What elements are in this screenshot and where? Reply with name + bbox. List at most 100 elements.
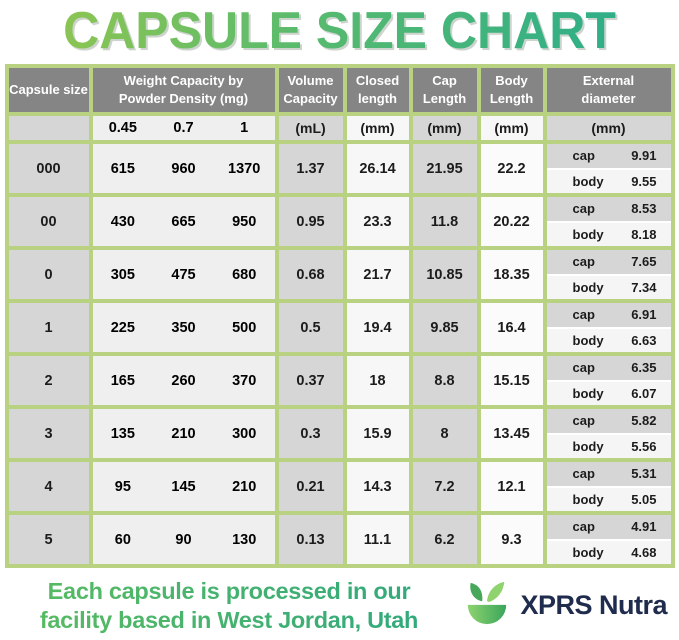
- weight-value-07: 960: [171, 160, 196, 177]
- footer-tagline: Each capsule is processed in our facilit…: [8, 577, 450, 634]
- ext-cap-label: cap: [572, 360, 595, 376]
- external-body-row: body 6.63: [546, 328, 671, 352]
- cap-length-cell: 6.2: [412, 515, 477, 564]
- external-cap-row: cap 5.82: [546, 409, 671, 433]
- capsule-size-table: Capsule size Weight Capacity by Powder D…: [4, 64, 675, 568]
- ext-cap-value: 9.91: [631, 148, 657, 164]
- external-diameter-cell: cap 5.82 body 5.56: [546, 409, 671, 458]
- capsule-size-cell: 000: [8, 144, 89, 193]
- page-header: CAPSULE SIZE CHART: [0, 0, 679, 62]
- ext-body-value: 8.18: [631, 226, 657, 242]
- header-cap-length: Cap Length: [412, 68, 477, 112]
- subheader-external-unit: (mm): [546, 116, 671, 140]
- volume-capacity-cell: 0.5: [278, 303, 343, 352]
- capsule-size-cell: 2: [8, 356, 89, 405]
- tagline-line1: Each capsule is processed in our: [47, 578, 411, 604]
- ext-cap-value: 6.91: [631, 307, 657, 323]
- ext-cap-value: 4.91: [631, 519, 657, 535]
- weight-capacity-cell: 615 960 1370: [92, 144, 275, 193]
- brand-name: XPRS Nutra: [520, 590, 667, 621]
- closed-length-cell: 21.7: [346, 250, 409, 299]
- external-cap-row: cap 5.31: [546, 462, 671, 486]
- subheader-body-unit: (mm): [480, 116, 543, 140]
- external-cap-row: cap 9.91: [546, 144, 671, 168]
- weight-capacity-cell: 135 210 300: [92, 409, 275, 458]
- closed-length-cell: 26.14: [346, 144, 409, 193]
- ext-body-label: body: [572, 173, 604, 189]
- weight-value-1: 680: [232, 266, 257, 283]
- density-1: 1: [240, 120, 249, 136]
- header-closed-length: Closed length: [346, 68, 409, 112]
- subheader-empty: [8, 116, 89, 140]
- ext-cap-label: cap: [572, 307, 595, 323]
- cap-length-cell: 8: [412, 409, 477, 458]
- subheader-densities: 0.45 0.7 1: [92, 116, 275, 140]
- closed-length-cell: 23.3: [346, 197, 409, 246]
- ext-body-value: 6.63: [631, 332, 657, 348]
- body-length-cell: 16.4: [480, 303, 543, 352]
- external-cap-row: cap 7.65: [546, 250, 671, 274]
- brand-logo: XPRS Nutra: [461, 579, 671, 632]
- weight-value-045: 430: [110, 213, 135, 230]
- ext-cap-label: cap: [572, 466, 595, 482]
- weight-value-07: 90: [175, 531, 192, 548]
- ext-cap-value: 5.31: [631, 466, 657, 482]
- external-body-row: body 4.68: [546, 540, 671, 564]
- weight-value-07: 350: [171, 319, 196, 336]
- closed-length-cell: 18: [346, 356, 409, 405]
- external-diameter-cell: cap 6.91 body 6.63: [546, 303, 671, 352]
- ext-cap-label: cap: [572, 254, 595, 270]
- capsule-size-cell: 0: [8, 250, 89, 299]
- weight-value-1: 950: [232, 213, 257, 230]
- weight-value-07: 475: [171, 266, 196, 283]
- ext-body-label: body: [572, 279, 604, 295]
- subheader-volume-unit: (mL): [278, 116, 343, 140]
- weight-capacity-cell: 430 665 950: [92, 197, 275, 246]
- cap-length-cell: 11.8: [412, 197, 477, 246]
- weight-value-07: 260: [171, 372, 196, 389]
- ext-body-value: 5.05: [631, 491, 657, 507]
- header-weight-capacity: Weight Capacity by Powder Density (mg): [92, 68, 275, 112]
- volume-capacity-cell: 0.21: [278, 462, 343, 511]
- body-length-cell: 22.2: [480, 144, 543, 193]
- header-external-diameter: External diameter: [546, 68, 671, 112]
- external-body-row: body 7.34: [546, 275, 671, 299]
- external-body-row: body 5.05: [546, 487, 671, 511]
- body-length-cell: 18.35: [480, 250, 543, 299]
- capsule-size-cell: 00: [8, 197, 89, 246]
- weight-value-045: 305: [110, 266, 135, 283]
- cap-length-cell: 21.95: [412, 144, 477, 193]
- body-length-cell: 9.3: [480, 515, 543, 564]
- subheader-closed-unit: (mm): [346, 116, 409, 140]
- body-length-cell: 15.15: [480, 356, 543, 405]
- ext-cap-label: cap: [572, 148, 595, 164]
- capsule-size-cell: 1: [8, 303, 89, 352]
- external-diameter-cell: cap 8.53 body 8.18: [546, 197, 671, 246]
- weight-capacity-cell: 225 350 500: [92, 303, 275, 352]
- ext-body-value: 9.55: [631, 173, 657, 189]
- ext-cap-value: 8.53: [631, 201, 657, 217]
- weight-value-1: 300: [232, 425, 257, 442]
- volume-capacity-cell: 0.37: [278, 356, 343, 405]
- ext-cap-value: 5.82: [631, 413, 657, 429]
- ext-body-label: body: [572, 385, 604, 401]
- weight-value-07: 145: [171, 478, 196, 495]
- ext-body-label: body: [572, 438, 604, 454]
- subheader-cap-unit: (mm): [412, 116, 477, 140]
- weight-capacity-cell: 165 260 370: [92, 356, 275, 405]
- cap-length-cell: 7.2: [412, 462, 477, 511]
- ext-body-label: body: [572, 226, 604, 242]
- volume-capacity-cell: 0.95: [278, 197, 343, 246]
- ext-cap-value: 7.65: [631, 254, 657, 270]
- external-cap-row: cap 4.91: [546, 515, 671, 539]
- external-diameter-cell: cap 4.91 body 4.68: [546, 515, 671, 564]
- ext-body-label: body: [572, 491, 604, 507]
- external-body-row: body 9.55: [546, 169, 671, 193]
- volume-capacity-cell: 0.68: [278, 250, 343, 299]
- external-cap-row: cap 6.91: [546, 303, 671, 327]
- external-diameter-cell: cap 7.65 body 7.34: [546, 250, 671, 299]
- volume-capacity-cell: 0.13: [278, 515, 343, 564]
- cap-length-cell: 9.85: [412, 303, 477, 352]
- weight-value-045: 135: [110, 425, 135, 442]
- ext-body-label: body: [572, 332, 604, 348]
